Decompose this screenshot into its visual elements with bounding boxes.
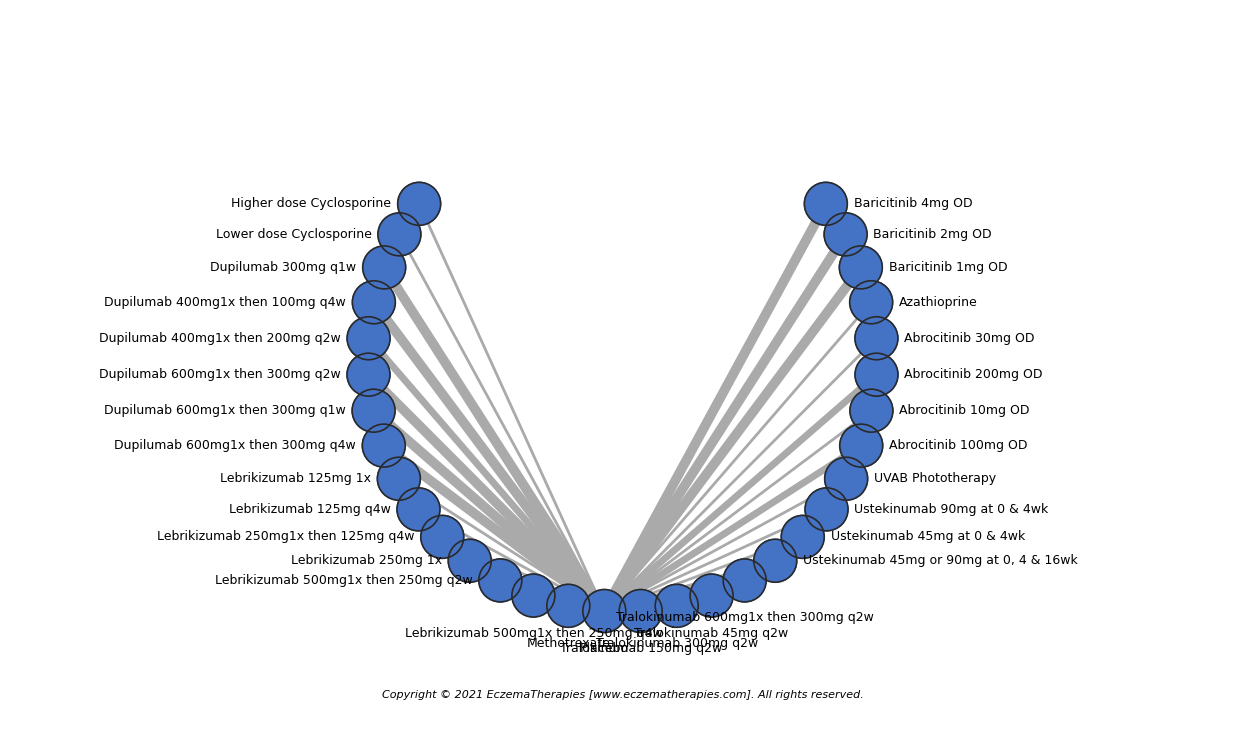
Circle shape [839, 424, 883, 467]
Circle shape [839, 246, 883, 289]
Text: Lebrikizumab 500mg1x then 250mg q4w: Lebrikizumab 500mg1x then 250mg q4w [405, 626, 662, 639]
Text: Methotrexate: Methotrexate [527, 637, 610, 650]
Circle shape [547, 584, 590, 627]
Text: Dupilumab 400mg1x then 100mg q4w: Dupilumab 400mg1x then 100mg q4w [105, 296, 346, 309]
Circle shape [753, 539, 797, 583]
Circle shape [855, 353, 898, 396]
Text: Lower dose Cyclosporine: Lower dose Cyclosporine [215, 228, 371, 241]
Circle shape [377, 457, 421, 500]
Text: Placebo: Placebo [580, 642, 629, 655]
Text: Lebrikizumab 125mg 1x: Lebrikizumab 125mg 1x [220, 472, 371, 485]
Circle shape [448, 539, 492, 583]
Circle shape [347, 353, 390, 396]
Text: Tralokinumab 150mg q2w: Tralokinumab 150mg q2w [559, 642, 722, 655]
Circle shape [655, 584, 698, 627]
Text: Lebrikizumab 125mg q4w: Lebrikizumab 125mg q4w [229, 503, 391, 516]
Text: Dupilumab 600mg1x then 300mg q4w: Dupilumab 600mg1x then 300mg q4w [115, 439, 356, 452]
Text: UVAB Phototherapy: UVAB Phototherapy [874, 472, 996, 485]
Text: Abrocitinib 10mg OD: Abrocitinib 10mg OD [899, 404, 1030, 417]
Text: Tralokinumab 300mg q2w: Tralokinumab 300mg q2w [595, 637, 758, 650]
Circle shape [806, 488, 848, 531]
Text: Ustekinumab 90mg at 0 & 4wk: Ustekinumab 90mg at 0 & 4wk [854, 503, 1048, 516]
Text: Copyright © 2021 EczemaTherapies [www.eczematherapies.com]. All rights reserved.: Copyright © 2021 EczemaTherapies [www.ec… [382, 690, 863, 700]
Circle shape [804, 182, 848, 226]
Circle shape [397, 488, 439, 531]
Circle shape [397, 182, 441, 226]
Text: Higher dose Cyclosporine: Higher dose Cyclosporine [232, 197, 391, 210]
Text: Baricitinib 1mg OD: Baricitinib 1mg OD [889, 261, 1007, 274]
Circle shape [352, 281, 396, 324]
Circle shape [850, 389, 893, 432]
Circle shape [849, 281, 893, 324]
Circle shape [782, 515, 824, 558]
Circle shape [824, 213, 867, 256]
Text: Abrocitinib 100mg OD: Abrocitinib 100mg OD [889, 439, 1027, 452]
Text: Tralokinumab 45mg q2w: Tralokinumab 45mg q2w [635, 626, 789, 639]
Circle shape [723, 559, 766, 602]
Text: Lebrikizumab 250mg 1x: Lebrikizumab 250mg 1x [291, 554, 442, 567]
Text: Dupilumab 400mg1x then 200mg q2w: Dupilumab 400mg1x then 200mg q2w [98, 331, 341, 345]
Circle shape [362, 424, 406, 467]
Text: Baricitinib 2mg OD: Baricitinib 2mg OD [874, 228, 992, 241]
Text: Ustekinumab 45mg or 90mg at 0, 4 & 16wk: Ustekinumab 45mg or 90mg at 0, 4 & 16wk [803, 554, 1078, 567]
Circle shape [479, 559, 522, 602]
Circle shape [362, 246, 406, 289]
Circle shape [378, 213, 421, 256]
Text: Lebrikizumab 250mg1x then 125mg q4w: Lebrikizumab 250mg1x then 125mg q4w [157, 531, 415, 543]
Circle shape [421, 515, 463, 558]
Circle shape [512, 574, 555, 617]
Circle shape [352, 389, 395, 432]
Text: Abrocitinib 200mg OD: Abrocitinib 200mg OD [904, 368, 1043, 381]
Text: Baricitinib 4mg OD: Baricitinib 4mg OD [854, 197, 972, 210]
Circle shape [690, 574, 733, 617]
Text: Dupilumab 300mg q1w: Dupilumab 300mg q1w [210, 261, 356, 274]
Circle shape [824, 457, 868, 500]
Circle shape [347, 317, 390, 360]
Text: Dupilumab 600mg1x then 300mg q1w: Dupilumab 600mg1x then 300mg q1w [105, 404, 346, 417]
Circle shape [583, 590, 626, 632]
Text: Abrocitinib 30mg OD: Abrocitinib 30mg OD [904, 331, 1035, 345]
Text: Tralokinumab 600mg1x then 300mg q2w: Tralokinumab 600mg1x then 300mg q2w [616, 612, 874, 624]
Text: Azathioprine: Azathioprine [899, 296, 977, 309]
Circle shape [619, 590, 662, 632]
Text: Ustekinumab 45mg at 0 & 4wk: Ustekinumab 45mg at 0 & 4wk [830, 531, 1025, 543]
Circle shape [855, 317, 898, 360]
Text: Dupilumab 600mg1x then 300mg q2w: Dupilumab 600mg1x then 300mg q2w [98, 368, 341, 381]
Text: Lebrikizumab 500mg1x then 250mg q2w: Lebrikizumab 500mg1x then 250mg q2w [214, 574, 472, 587]
